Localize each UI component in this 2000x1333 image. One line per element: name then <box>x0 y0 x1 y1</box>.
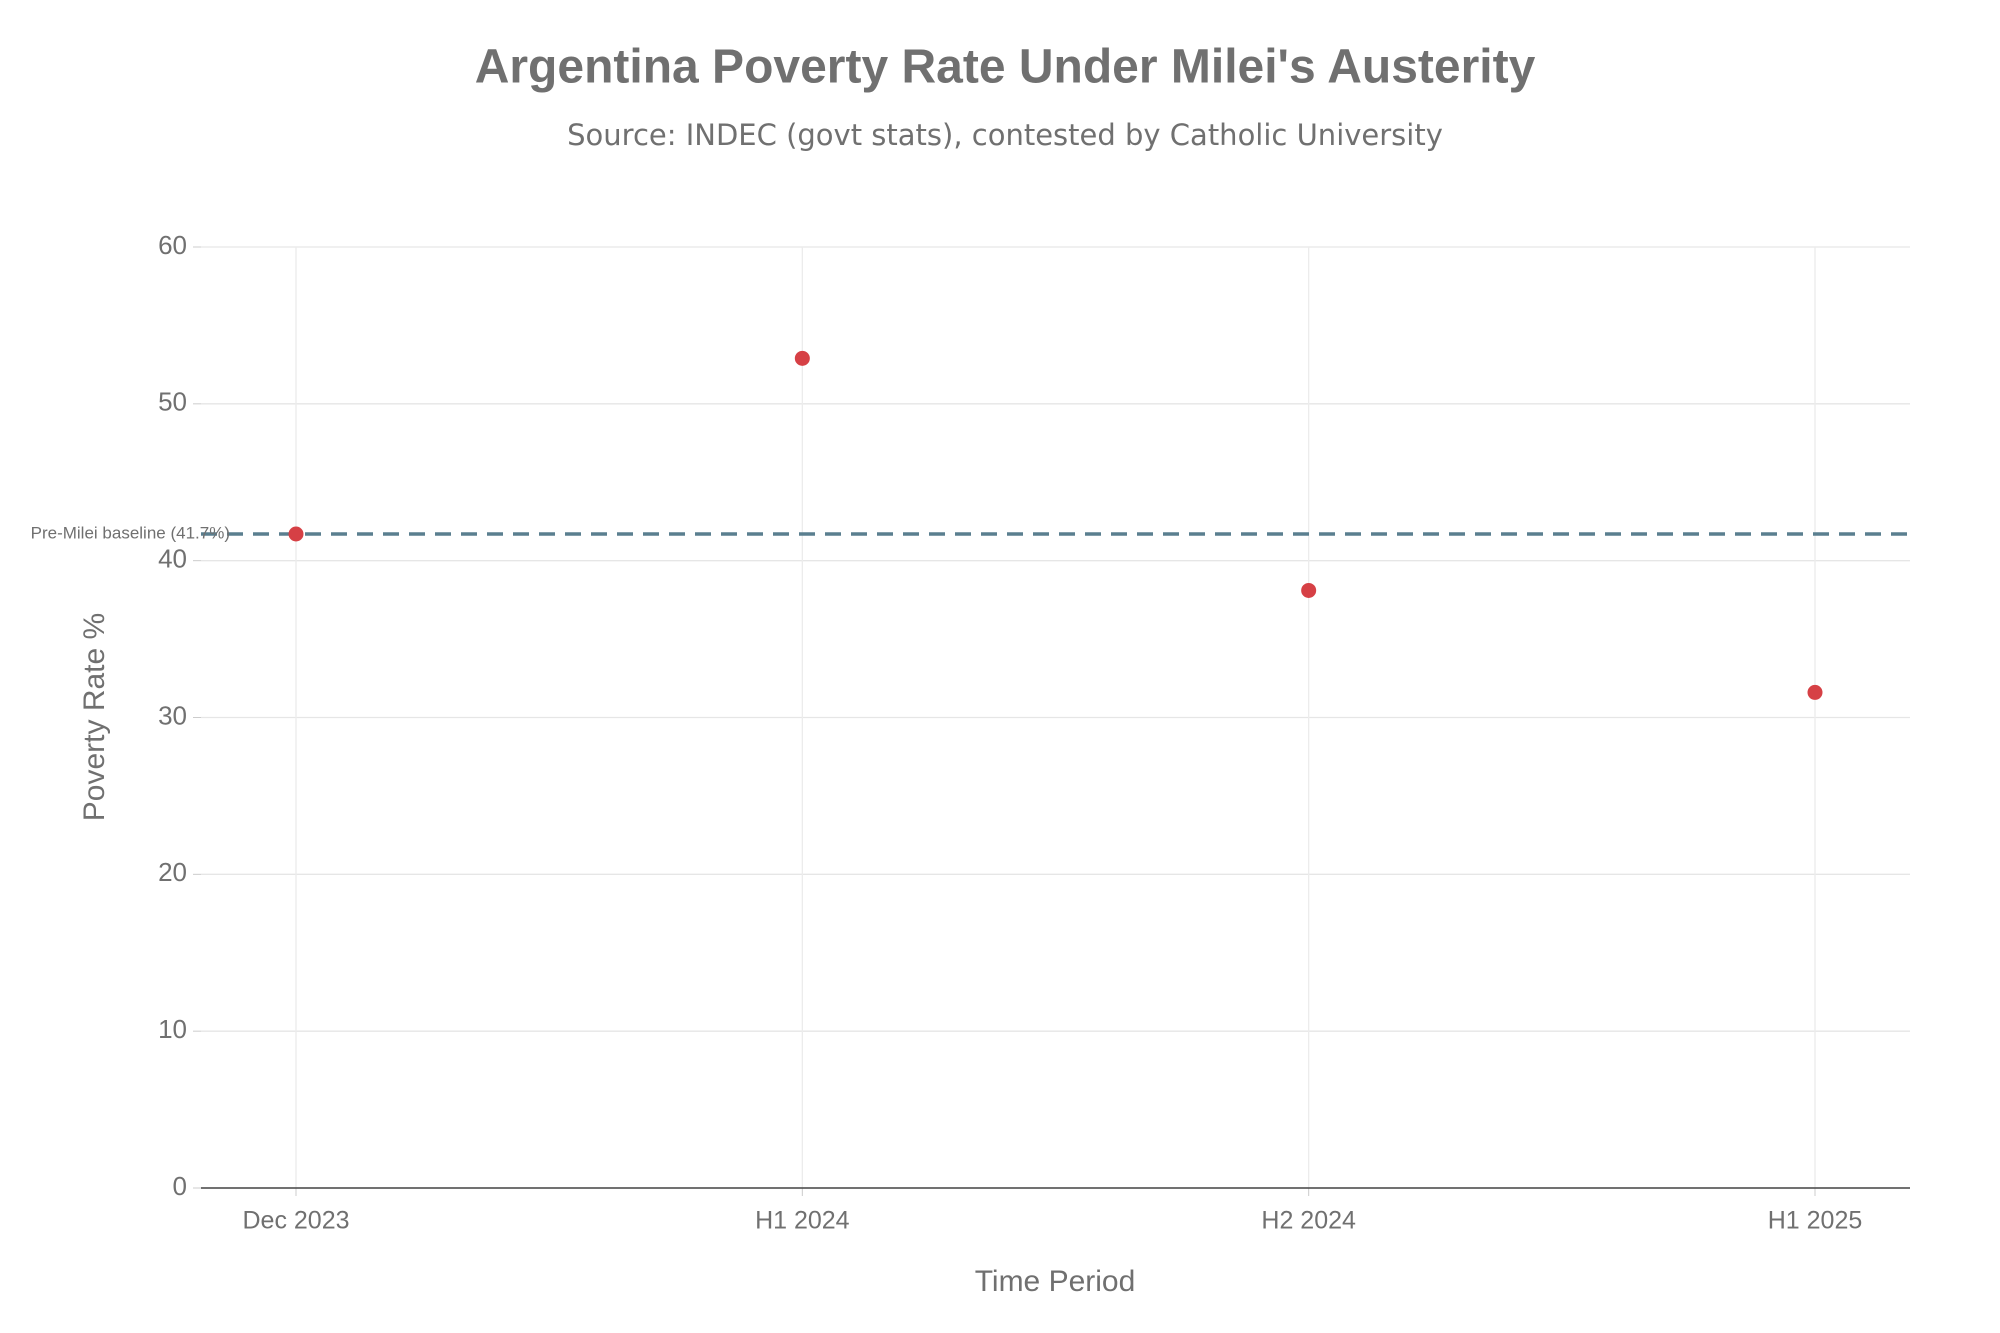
y-tick-label: 60 <box>158 230 187 260</box>
data-point <box>1807 684 1823 700</box>
chart-subtitle: Source: INDEC (govt stats), contested by… <box>567 118 1443 152</box>
y-tick-label: 40 <box>158 544 187 574</box>
chart-title: Argentina Poverty Rate Under Milei's Aus… <box>475 41 1536 94</box>
x-tick-label: H1 2024 <box>755 1207 850 1235</box>
data-point <box>794 350 810 366</box>
y-axis-title: Poverty Rate % <box>78 613 111 821</box>
y-tick-label: 10 <box>158 1014 187 1044</box>
reference-label: Pre-Milei baseline (41.7%) <box>31 523 230 542</box>
x-tick-label: Dec 2023 <box>242 1207 349 1235</box>
y-tick-label: 50 <box>158 387 187 417</box>
y-tick-label: 20 <box>158 857 187 887</box>
y-tick-label: 30 <box>158 700 187 730</box>
data-point <box>1301 582 1317 598</box>
x-tick-label: H2 2024 <box>1261 1207 1356 1235</box>
data-point <box>288 526 304 542</box>
x-axis-title: Time Period <box>975 1265 1136 1298</box>
y-tick-label: 0 <box>173 1171 187 1201</box>
x-tick-label: H1 2025 <box>1768 1207 1863 1235</box>
